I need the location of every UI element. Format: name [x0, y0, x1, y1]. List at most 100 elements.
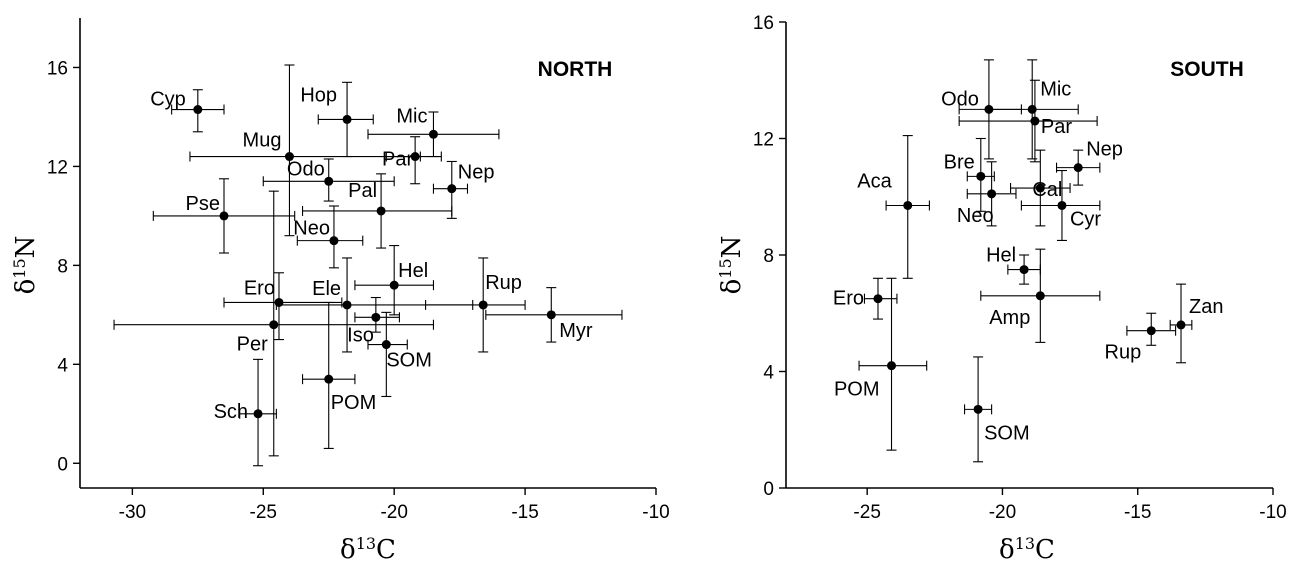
data-point-marker [324, 374, 334, 384]
data-point-mic: Mic [988, 59, 1079, 160]
north-data-points: Cyp Hop Mic Mug Par Odo Nep Pse Pal Neo Hel Ero Ele R… [113, 64, 623, 467]
data-point-mug: Mug [189, 64, 421, 237]
data-point-ero: Ero [833, 277, 898, 320]
data-point-myr: Myr [485, 287, 623, 343]
data-point-amp: Amp [980, 248, 1101, 343]
data-point-par: Par [958, 79, 1098, 163]
data-point-label: Sch [214, 401, 248, 423]
data-point-per: Per [113, 190, 435, 457]
data-point-label: Amp [989, 307, 1030, 329]
data-point-label: Ero [833, 288, 864, 310]
data-point-iso: Iso [347, 296, 400, 346]
y-tick-label: 0 [57, 454, 68, 475]
data-point-label: SOM [386, 350, 432, 372]
data-point-ele: Ele [275, 257, 474, 353]
data-point-marker [1035, 183, 1045, 193]
data-point-sch: Sch [214, 358, 277, 467]
data-point-label: Neo [293, 218, 330, 240]
y-tick-label: 12 [47, 157, 68, 178]
data-point-label: Par [1041, 116, 1072, 138]
south-panel: δ15N δ13C SOUTH -25 -20 -15 -10 0 4 8 12 16 Odo M… [716, 13, 1287, 565]
data-point-marker [324, 176, 334, 186]
data-point-marker [873, 294, 883, 304]
data-point-marker [376, 206, 386, 216]
data-point-zan: Zan [1169, 283, 1223, 364]
data-point-marker [219, 211, 229, 221]
x-tick-label: -25 [250, 502, 277, 523]
north-panel-title: NORTH [538, 58, 613, 81]
y-tick-label: 8 [57, 256, 68, 277]
x-tick-label: -15 [1124, 502, 1151, 523]
data-point-som: SOM [367, 311, 432, 398]
data-point-nep: Nep [432, 160, 494, 219]
x-tick-label: -20 [989, 502, 1016, 523]
y-tick-label: 8 [763, 246, 774, 267]
south-panel-title: SOUTH [1170, 58, 1244, 81]
data-point-marker [478, 300, 488, 310]
data-point-label: Hop [300, 84, 337, 106]
data-point-marker [546, 310, 556, 320]
data-point-par: Par [382, 136, 442, 185]
north-y-axis-title: δ15N [10, 236, 41, 295]
y-tick-label: 16 [47, 58, 68, 79]
data-point-label: Mic [396, 105, 427, 127]
data-point-marker [887, 361, 897, 371]
y-tick-label: 0 [763, 479, 774, 500]
data-point-hel: Hel [986, 245, 1041, 285]
data-point-marker [342, 114, 352, 124]
x-tick-label: -25 [853, 502, 880, 523]
data-point-mic: Mic [367, 105, 500, 158]
data-point-marker [1176, 320, 1186, 330]
data-point-label: Nep [1086, 139, 1123, 161]
data-point-marker [1146, 326, 1156, 336]
data-point-cyp: Cyp [150, 89, 225, 133]
data-point-marker [1035, 291, 1045, 301]
data-point-ero: Ero [223, 272, 343, 341]
north-x-axis-title: δ13C [340, 534, 396, 565]
data-point-label: Par [382, 149, 413, 171]
data-point-label: Mug [243, 130, 282, 152]
north-ticks: -30 -25 -20 -15 -10 0 4 8 12 16 [47, 58, 670, 523]
data-point-label: Per [237, 334, 268, 356]
data-point-marker [987, 189, 997, 199]
data-point-som: SOM [964, 356, 1030, 463]
data-point-label: Myr [559, 320, 593, 342]
north-panel: δ15N δ13C NORTH -30 -25 -20 -15 -10 0 4 8 12 16 C… [10, 18, 670, 565]
data-point-marker [284, 152, 294, 162]
data-point-marker [269, 320, 279, 330]
data-point-marker [371, 312, 381, 322]
data-point-marker [389, 280, 399, 290]
data-point-label: Odo [287, 158, 325, 180]
data-point-marker [1030, 116, 1040, 126]
south-ticks: -25 -20 -15 -10 0 4 8 12 16 [753, 13, 1287, 523]
data-point-bre: Bre [944, 137, 995, 212]
south-data-points: Odo Mic Par Nep Bre Cal Neo Cyr Aca Hel Amp Ero Zan R… [833, 59, 1223, 463]
data-point-neo: Neo [957, 161, 1017, 227]
data-point-marker [329, 236, 339, 246]
x-tick-label: -20 [380, 502, 407, 523]
data-point-marker [447, 184, 457, 194]
data-point-label: Neo [957, 205, 994, 227]
data-point-label: Hel [398, 260, 428, 282]
data-point-label: SOM [984, 422, 1030, 444]
south-y-axis-title: δ15N [716, 236, 747, 295]
data-point-label: Pse [186, 193, 220, 215]
data-point-marker [410, 152, 420, 162]
data-point-label: Mic [1040, 78, 1071, 100]
y-tick-label: 4 [763, 363, 774, 384]
data-point-label: Ele [312, 278, 341, 300]
x-tick-label: -15 [511, 502, 538, 523]
data-point-label: Rup [1105, 342, 1142, 364]
y-tick-label: 4 [57, 355, 68, 376]
data-point-label: POM [331, 392, 377, 414]
data-point-label: Ero [244, 277, 275, 299]
data-point-label: Bre [944, 151, 975, 173]
y-tick-label: 12 [753, 130, 774, 151]
data-point-neo: Neo [293, 205, 364, 269]
data-point-label: Aca [857, 170, 892, 192]
data-point-label: Iso [347, 324, 374, 346]
data-point-pom: POM [301, 301, 377, 449]
data-point-hop: Hop [300, 81, 374, 158]
data-point-cyr: Cyr [1020, 169, 1101, 241]
data-point-pse: Pse [152, 178, 296, 254]
